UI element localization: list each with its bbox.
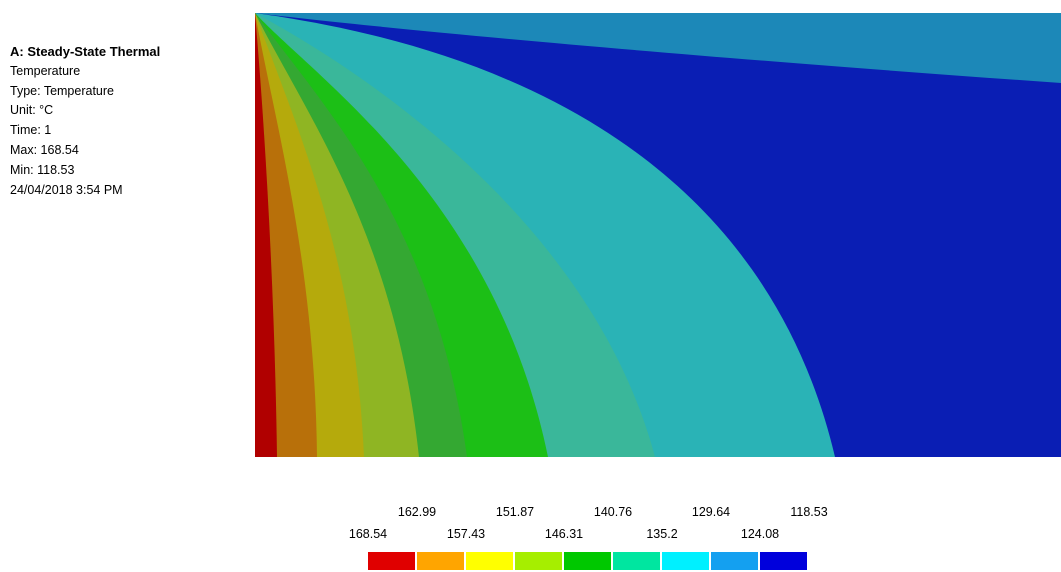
legend-label-upper: 140.76 (593, 505, 633, 519)
legend-label-lower: 157.43 (446, 527, 486, 541)
legend-swatch (417, 552, 464, 570)
result-type: Type: Temperature (10, 83, 114, 98)
legend-label-upper: 151.87 (495, 505, 535, 519)
legend-color-bar (368, 552, 807, 570)
result-min: Min: 118.53 (10, 162, 75, 177)
legend-label-upper: 129.64 (691, 505, 731, 519)
color-legend: 162.99 151.87 140.76 129.64 118.53 168.5… (349, 500, 860, 570)
contour-band-10 (255, 13, 277, 457)
temperature-contour-plot[interactable] (255, 13, 1061, 457)
result-name: Temperature (10, 63, 81, 78)
legend-label-lower: 135.2 (646, 527, 678, 541)
legend-label-lower: 146.31 (544, 527, 584, 541)
result-unit: Unit: °C (10, 103, 54, 118)
analysis-title: A: Steady-State Thermal (10, 44, 161, 59)
result-max: Max: 168.54 (10, 142, 79, 157)
legend-swatch (515, 552, 562, 570)
result-info-panel: A: Steady-State Thermal Temperature Type… (10, 42, 250, 200)
legend-swatch (564, 552, 611, 570)
legend-swatch (760, 552, 807, 570)
contour-band-2 (255, 13, 1061, 83)
legend-swatch (466, 552, 513, 570)
legend-swatch (368, 552, 415, 570)
contour-graphic (255, 13, 1061, 457)
result-time: Time: 1 (10, 123, 52, 138)
result-timestamp: 24/04/2018 3:54 PM (10, 182, 123, 197)
legend-label-upper: 118.53 (790, 505, 828, 519)
legend-swatch (711, 552, 758, 570)
legend-swatch (662, 552, 709, 570)
legend-swatch (613, 552, 660, 570)
legend-label-lower: 168.54 (348, 527, 388, 541)
legend-label-upper: 162.99 (397, 505, 437, 519)
legend-label-lower: 124.08 (740, 527, 780, 541)
